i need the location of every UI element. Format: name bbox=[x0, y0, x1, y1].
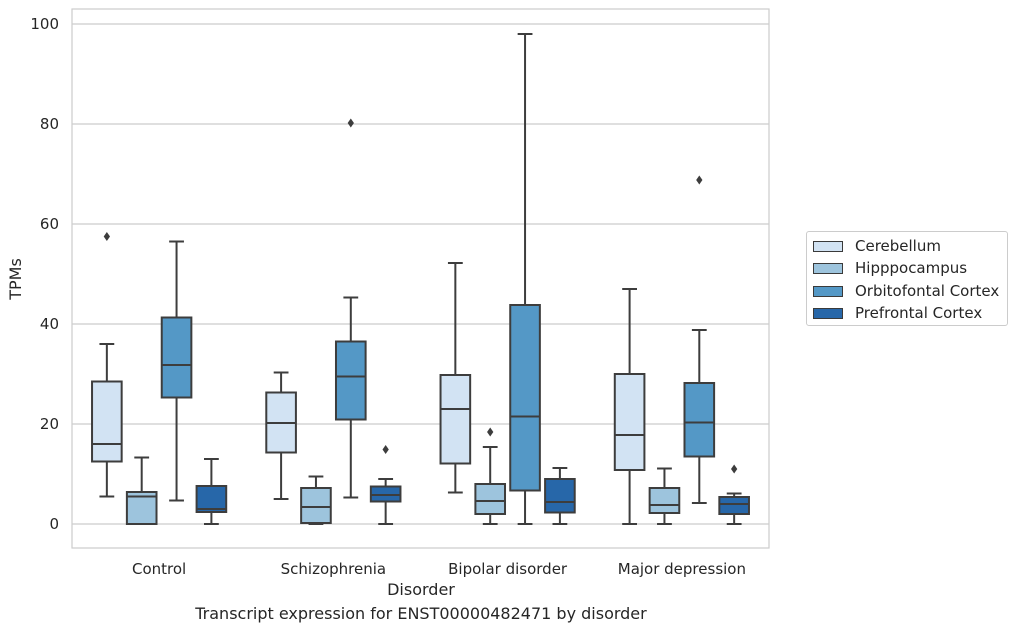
outlier-point bbox=[696, 175, 703, 185]
x-tick-label: Bipolar disorder bbox=[448, 560, 568, 578]
box-body bbox=[648, 487, 681, 514]
outlier-point bbox=[731, 464, 738, 474]
outlier-point bbox=[347, 118, 354, 128]
box-body bbox=[718, 496, 750, 515]
y-tick-label: 80 bbox=[40, 115, 59, 133]
box-3-2 bbox=[334, 118, 367, 499]
box-body bbox=[544, 478, 576, 514]
box-2-1 bbox=[125, 456, 158, 525]
legend-swatch bbox=[813, 307, 843, 319]
box-1-2 bbox=[265, 371, 297, 500]
legend-label: Orbitofontal Cortex bbox=[855, 282, 1000, 300]
y-tick-label: 40 bbox=[40, 315, 59, 333]
box-body bbox=[334, 340, 367, 421]
box-3-3 bbox=[509, 33, 541, 525]
box-3-1 bbox=[160, 240, 193, 502]
boxes bbox=[91, 33, 750, 525]
box-4-1 bbox=[195, 458, 228, 525]
plot-area bbox=[72, 9, 769, 548]
legend-label: Cerebellum bbox=[855, 237, 941, 255]
x-tick-labels: Control Schizophrenia Bipolar disorder Majo… bbox=[132, 560, 746, 578]
box-2-2 bbox=[300, 475, 332, 525]
box-body bbox=[474, 483, 507, 515]
y-tick-label: 60 bbox=[40, 215, 59, 233]
box-2-4 bbox=[648, 467, 681, 525]
box-body bbox=[160, 316, 193, 399]
legend-label: Prefrontal Cortex bbox=[855, 304, 983, 322]
legend-swatch bbox=[813, 285, 843, 297]
box-2-3 bbox=[474, 427, 507, 525]
box-4-4 bbox=[718, 464, 750, 525]
box-1-4 bbox=[613, 288, 646, 525]
box-4-3 bbox=[544, 467, 576, 525]
outlier-point bbox=[487, 427, 494, 437]
box-body bbox=[683, 382, 716, 458]
legend-item-hippocampus: Hipppocampus bbox=[813, 258, 967, 278]
x-tick-label: Schizophrenia bbox=[281, 560, 386, 578]
y-tick-label: 100 bbox=[30, 15, 59, 33]
legend-item-prefrontal-cortex: Prefrontal Cortex bbox=[813, 303, 982, 323]
box-body bbox=[613, 373, 646, 471]
box-3-4 bbox=[683, 175, 716, 504]
legend-swatch bbox=[813, 262, 843, 274]
y-tick-labels: 0 20 40 60 80 100 bbox=[30, 15, 59, 533]
box-body bbox=[91, 380, 123, 463]
x-tick-label: Major depression bbox=[618, 560, 746, 578]
legend-item-cerebellum: Cerebellum bbox=[813, 236, 941, 256]
plot-frame bbox=[71, 8, 770, 549]
legend-label: Hipppocampus bbox=[855, 259, 968, 277]
outlier-point bbox=[382, 445, 389, 454]
y-tick-label: 0 bbox=[49, 515, 59, 533]
y-tick-label: 20 bbox=[40, 415, 59, 433]
outlier-point bbox=[103, 232, 110, 241]
box-1-3 bbox=[439, 262, 472, 494]
box-body bbox=[439, 374, 472, 465]
x-tick-label: Control bbox=[132, 560, 186, 578]
legend-item-orbitofrontal-cortex: Orbitofontal Cortex bbox=[813, 281, 999, 301]
figure-caption: Transcript expression for ENST0000048247… bbox=[195, 604, 647, 623]
box-body bbox=[509, 304, 541, 492]
legend-swatch bbox=[813, 240, 843, 252]
box-1-1 bbox=[91, 232, 123, 498]
x-axis-label: Disorder bbox=[387, 580, 455, 599]
legend: Cerebellum Hipppocampus Orbitofontal Cor… bbox=[806, 231, 1008, 326]
box-body bbox=[195, 485, 228, 513]
y-axis-label: TPMs bbox=[6, 258, 25, 301]
box-body bbox=[300, 487, 332, 524]
box-4-2 bbox=[369, 445, 402, 525]
